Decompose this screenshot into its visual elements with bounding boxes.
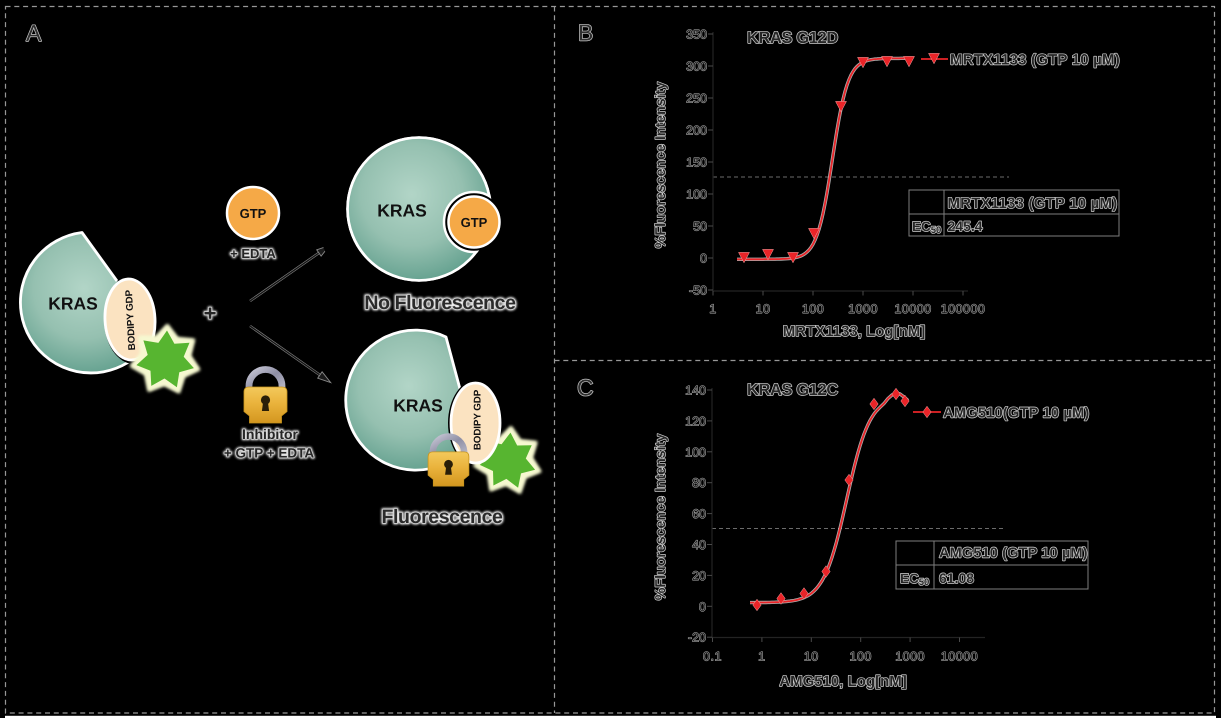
svg-text:+: +: [204, 301, 217, 326]
svg-text:KRAS: KRAS: [48, 294, 98, 314]
svg-text:0: 0: [700, 252, 707, 266]
svg-text:AMG510(GTP 10 µM): AMG510(GTP 10 µM): [943, 406, 1089, 422]
svg-text:AMG510 (GTP 10 µM): AMG510 (GTP 10 µM): [939, 546, 1088, 562]
svg-text:Fluorescence: Fluorescence: [382, 506, 503, 528]
svg-text:-20: -20: [688, 631, 706, 645]
svg-text:300: 300: [686, 60, 707, 74]
svg-text:10000: 10000: [941, 650, 978, 664]
svg-text:20: 20: [692, 569, 706, 583]
svg-text:1: 1: [758, 650, 765, 664]
svg-text:AMG510, Log[nM]: AMG510, Log[nM]: [779, 673, 907, 690]
svg-text:-50: -50: [689, 284, 707, 298]
svg-text:+ EDTA: + EDTA: [230, 246, 276, 261]
svg-text:200: 200: [686, 124, 707, 138]
svg-text:0.1: 0.1: [703, 650, 722, 664]
svg-text:0: 0: [699, 600, 706, 614]
svg-text:100: 100: [685, 445, 706, 459]
svg-text:100: 100: [802, 302, 824, 316]
svg-text:EC50: EC50: [900, 571, 929, 588]
svg-text:KRAS G12C: KRAS G12C: [747, 381, 838, 399]
svg-text:MRTX1133 (GTP 10 µM): MRTX1133 (GTP 10 µM): [950, 52, 1120, 69]
svg-text:60: 60: [692, 507, 706, 521]
svg-text:100: 100: [686, 188, 707, 202]
svg-text:KRAS: KRAS: [393, 396, 443, 416]
svg-text:MRTX1133 (GTP 10 µM): MRTX1133 (GTP 10 µM): [948, 195, 1118, 212]
svg-text:+ GTP + EDTA: + GTP + EDTA: [224, 446, 315, 461]
svg-text:%Fluorescence Intensity: %Fluorescence Intensity: [653, 82, 669, 248]
svg-text:1: 1: [709, 302, 716, 316]
svg-text:120: 120: [685, 414, 706, 428]
svg-text:245.4: 245.4: [948, 218, 983, 234]
svg-text:80: 80: [692, 476, 706, 490]
svg-text:Inhibitor: Inhibitor: [242, 426, 299, 442]
svg-text:40: 40: [692, 538, 706, 552]
svg-text:BODIPY GDP: BODIPY GDP: [473, 389, 484, 450]
svg-text:1000: 1000: [895, 650, 925, 664]
svg-text:1000: 1000: [848, 302, 878, 316]
svg-text:+: +: [204, 301, 217, 326]
svg-text:B: B: [578, 20, 593, 46]
svg-text:61.08: 61.08: [939, 570, 974, 586]
svg-text:100: 100: [850, 650, 872, 664]
svg-text:10: 10: [756, 302, 771, 316]
svg-text:GTP: GTP: [461, 215, 488, 230]
svg-text:KRAS: KRAS: [377, 201, 427, 221]
svg-text:+ EDTA: + EDTA: [230, 246, 276, 261]
svg-text:No Fluorescence: No Fluorescence: [364, 292, 516, 314]
svg-text:A: A: [26, 20, 42, 46]
svg-text:350: 350: [686, 28, 707, 42]
svg-text:BODIPY GDP: BODIPY GDP: [124, 289, 138, 350]
svg-text:Inhibitor: Inhibitor: [242, 426, 299, 442]
svg-text:MRTX1133, Log[nM]: MRTX1133, Log[nM]: [783, 323, 926, 340]
svg-text:50: 50: [693, 220, 707, 234]
svg-text:10: 10: [804, 650, 819, 664]
svg-text:250: 250: [686, 92, 707, 106]
svg-text:+ GTP + EDTA: + GTP + EDTA: [224, 446, 315, 461]
svg-text:150: 150: [686, 156, 707, 170]
svg-text:100000: 100000: [941, 302, 986, 316]
svg-text:140: 140: [685, 384, 706, 398]
svg-text:10000: 10000: [894, 302, 931, 316]
svg-text:No Fluorescence: No Fluorescence: [364, 292, 516, 314]
svg-text:GTP: GTP: [240, 206, 267, 221]
svg-text:C: C: [577, 375, 594, 401]
svg-text:%Fluorescence Intensity: %Fluorescence Intensity: [653, 434, 669, 600]
svg-text:KRAS G12D: KRAS G12D: [747, 29, 838, 47]
svg-text:Fluorescence: Fluorescence: [382, 506, 503, 528]
